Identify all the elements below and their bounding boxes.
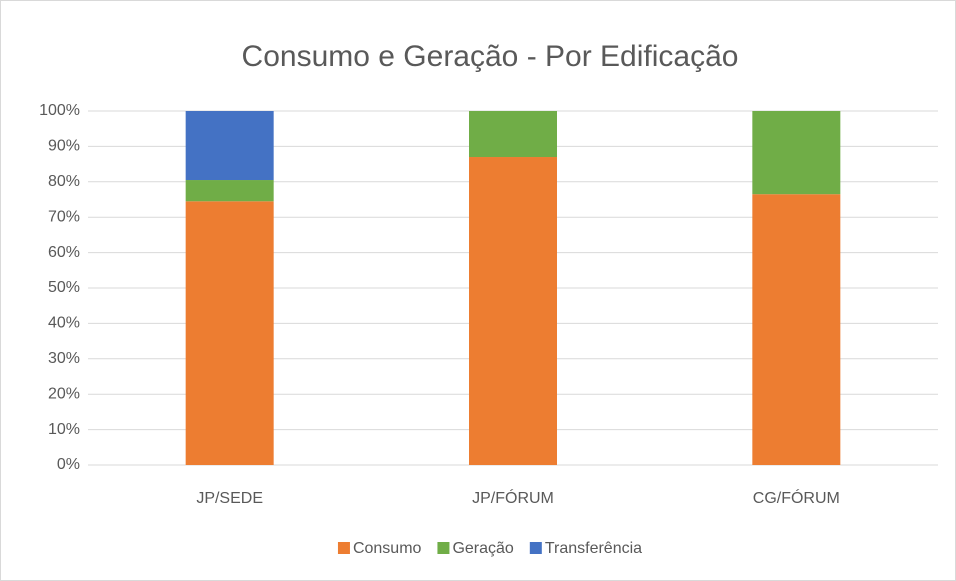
bar-segment [469,157,557,465]
legend-label: Geração [452,540,513,557]
bar-segment [469,111,557,158]
y-tick-label: 0% [57,456,80,473]
y-tick-label: 10% [48,421,80,438]
legend-swatch [529,542,542,554]
x-tick-label: JP/FÓRUM [472,488,554,507]
bar-segment [185,201,274,465]
y-tick-label: 20% [48,385,80,402]
y-tick-label: 30% [48,350,80,367]
x-tick-label: CG/FÓRUM [753,488,840,507]
y-tick-label: 40% [48,315,80,332]
bar-segment [752,111,841,195]
legend-label: Consumo [353,540,422,557]
bar-segment [185,180,274,202]
x-tick-label: JP/SEDE [196,490,263,507]
y-tick-label: 50% [48,279,80,296]
y-tick-label: 70% [48,208,80,225]
y-tick-label: 100% [39,102,80,119]
legend-label: Transferência [545,540,642,557]
bar-segment [185,111,274,181]
bar-segment [752,194,841,465]
y-tick-label: 90% [48,138,80,155]
y-tick-label: 80% [48,173,80,190]
chart-title: Consumo e Geração - Por Edificação [242,40,739,73]
legend-swatch [437,542,450,554]
y-tick-label: 60% [48,244,80,261]
legend-swatch [337,542,350,554]
